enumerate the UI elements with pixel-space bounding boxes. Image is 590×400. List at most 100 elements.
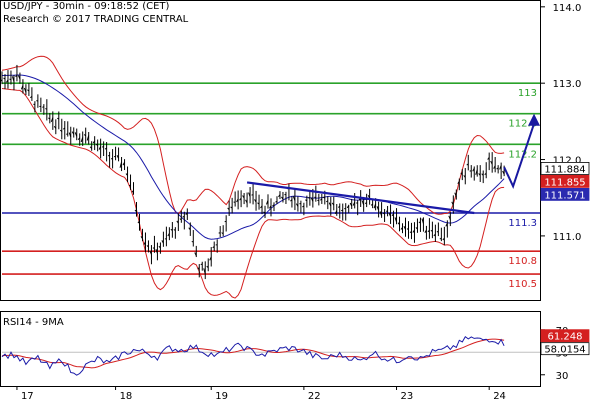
price-bar-open — [263, 211, 266, 214]
bollinger-upper — [1, 55, 505, 215]
price-bar-open — [185, 212, 188, 216]
price-tag-blue-box — [540, 188, 590, 201]
bollinger-lower — [1, 88, 505, 299]
forecast-arrowhead — [528, 113, 541, 126]
price-bar-open — [221, 232, 224, 235]
price-bar-open — [0, 79, 3, 82]
price-bar-open — [206, 265, 209, 269]
price-bar-open — [89, 146, 93, 149]
price-bar-open — [230, 206, 233, 209]
price-bar-open — [17, 75, 21, 80]
price-bar-open — [302, 205, 305, 208]
x-tick-label-1: 18 — [120, 391, 133, 400]
price-bar-open — [337, 206, 341, 208]
price-bar-open — [179, 218, 182, 221]
price-bar-open — [496, 167, 499, 170]
price-bar-open — [442, 237, 445, 241]
price-bar-open — [77, 137, 81, 140]
price-bar-open — [292, 196, 296, 201]
price-bar-open — [176, 220, 179, 224]
price-bar-open — [134, 209, 137, 213]
price-bar-open — [149, 250, 152, 255]
price-bar-open — [101, 146, 104, 148]
price-bar-open — [161, 240, 164, 244]
price-bar-open — [122, 162, 125, 166]
price-bar-open — [370, 203, 373, 206]
price-bar-open — [95, 143, 98, 146]
price-bar-open — [167, 233, 170, 237]
level-label-3: 111.3 — [508, 218, 537, 229]
price-tag-red-box — [540, 175, 590, 188]
price-bar-open — [48, 117, 51, 120]
price-bar-open — [361, 200, 365, 206]
rsi-line — [1, 335, 505, 376]
price-bar-open — [323, 196, 325, 199]
price-bar-open — [236, 198, 239, 203]
price-bar-open — [391, 213, 394, 217]
price-bar-open — [125, 173, 128, 176]
price-bar-open — [173, 229, 176, 231]
price-bar-open — [116, 155, 120, 159]
price-bar-open — [490, 160, 493, 165]
price-bar-open — [487, 157, 490, 160]
price-bar-open — [248, 192, 251, 197]
price-bar-open — [209, 256, 212, 261]
chart-title: USD/JPY - 30min - 09:18:52 (CET) — [3, 1, 170, 12]
price-bar-open — [257, 202, 260, 205]
price-bar-open — [394, 217, 398, 223]
price-bar-open — [406, 227, 409, 230]
price-bar-open — [484, 172, 487, 176]
price-bar-open — [400, 227, 403, 230]
price-bar-open — [388, 212, 392, 217]
price-bar-open — [98, 146, 102, 150]
price-bar-open — [430, 229, 433, 232]
price-bar-open — [27, 89, 30, 92]
price-bar-open — [427, 229, 430, 233]
price-bar-open — [20, 85, 24, 90]
price-bar-open — [146, 245, 149, 248]
price-bar-open — [86, 135, 90, 141]
price-bar-open — [499, 165, 502, 170]
price-bar-open — [275, 200, 278, 203]
price-bar-open — [436, 230, 439, 233]
price-bar-open — [334, 210, 338, 214]
price-bar-open — [433, 233, 436, 237]
price-bar-open — [119, 161, 123, 168]
price-bar-open — [245, 199, 248, 204]
price-bar-open — [53, 125, 57, 129]
price-bar-open — [475, 169, 478, 175]
price-bar-open — [80, 137, 84, 143]
price-bar-open — [269, 205, 272, 209]
price-bar-open — [68, 132, 72, 137]
price-tag-red: 111.855 — [544, 177, 585, 188]
price-bar-open — [295, 203, 299, 207]
price-bar-open — [188, 227, 191, 231]
price-bar-open — [92, 140, 96, 144]
price-bar-open — [45, 108, 48, 110]
price-bar-open — [59, 129, 63, 132]
price-bar-open — [373, 203, 377, 209]
level-label-1: 112.6 — [508, 119, 537, 130]
price-bar-open — [481, 173, 484, 176]
price-bar-open — [367, 195, 371, 199]
price-bar-open — [397, 222, 400, 225]
price-bar-open — [328, 202, 332, 207]
x-tick-label-0: 17 — [21, 391, 34, 400]
price-bar-open — [152, 247, 155, 249]
price-bar-open — [325, 200, 329, 203]
price-bar-open — [272, 204, 275, 207]
price-bar-open — [254, 199, 257, 203]
price-bar-open — [376, 206, 380, 211]
price-bar-open — [403, 225, 406, 230]
price-bar-open — [6, 79, 9, 83]
price-bar-open — [140, 236, 143, 239]
price-bar-open — [331, 202, 335, 206]
price-bar-open — [460, 172, 463, 175]
price-bar-open — [15, 75, 18, 77]
price-bar-open — [191, 240, 194, 243]
price-bar-open — [23, 87, 27, 93]
price-bar-open — [319, 198, 323, 201]
price-bar-open — [155, 248, 158, 254]
price-bar-open — [131, 190, 134, 193]
